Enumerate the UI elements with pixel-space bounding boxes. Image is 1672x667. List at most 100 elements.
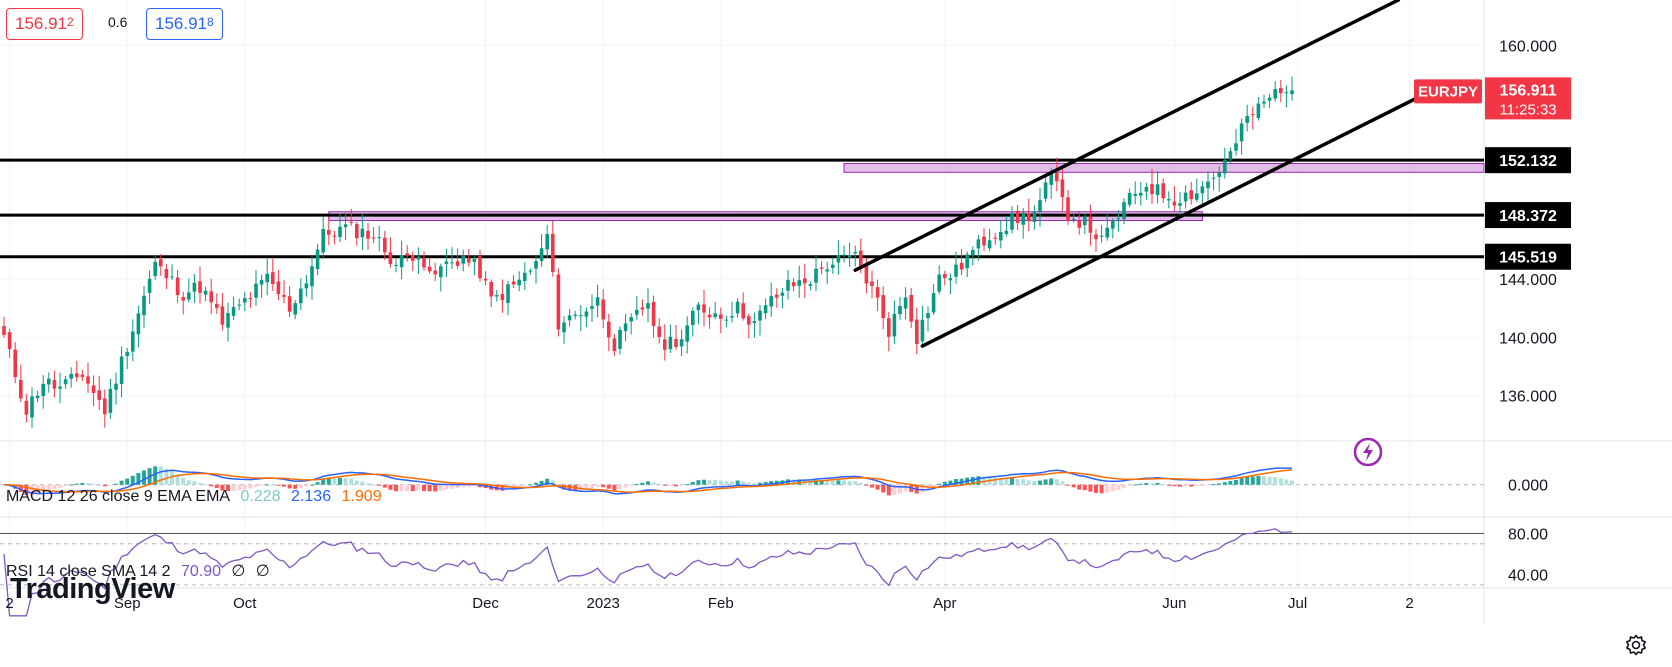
candle-body [198,281,202,293]
candle-body [405,253,409,256]
macd-histogram-bar [685,484,690,486]
macd-histogram-bar [242,484,247,490]
macd-histogram-bar [326,478,331,485]
candle-body [551,233,555,273]
macd-histogram-bar [1060,481,1065,485]
candle-body [58,386,62,389]
time-axis[interactable]: 2 Sep Oct Dec 2023 Feb Apr Jun Jul 2 [5,595,1413,612]
candle-body [1178,203,1182,206]
candle-body [892,313,897,337]
symbol-tag: EURJPY [1418,83,1478,100]
macd-histogram-bar [1206,484,1210,486]
lightning-icon[interactable] [1352,436,1384,468]
candle-body [780,292,785,296]
candle-body [959,262,964,270]
candle-body [623,323,628,332]
macd-histogram-bar [1200,484,1205,486]
candle-body [1189,190,1193,200]
macd-histogram-bar [1290,480,1294,485]
candle-body [131,331,135,352]
candle-body [377,237,381,239]
candle-body [1262,101,1266,104]
macd-histogram-bar [640,482,645,485]
candle-body [1245,115,1249,123]
candle-body [1094,234,1098,240]
gear-icon[interactable] [1624,633,1648,657]
macd-histogram-bar [1245,476,1250,485]
candle-body [450,262,454,264]
candle-body [567,315,572,321]
macd-histogram-bar [130,475,135,485]
time-tick-label: Jun [1162,595,1186,612]
macd-histogram-bar [898,484,902,494]
macd-histogram-bar [1278,478,1283,485]
macd-histogram-bar [707,479,712,485]
macd-histogram-bar [186,480,191,485]
price-axis[interactable]: 152.132 148.372 145.519 160.000 144.000 140.0… [1414,38,1571,585]
candle-body [175,277,180,296]
candle-body [114,383,118,390]
macd-histogram-bar [433,484,438,492]
macd-histogram-bar [870,484,874,488]
buy-price-button[interactable]: 156.918 [146,8,223,40]
macd-histogram-bar [231,484,236,491]
macd-histogram-bar [422,484,426,492]
sell-price-button[interactable]: 156.912 [6,8,83,40]
level-label: 148.372 [1499,208,1557,225]
candle-body [875,287,880,298]
candle-body [808,284,813,286]
macd-histogram-bar [730,481,734,485]
macd-histogram-bar [758,482,762,485]
candle-body [147,278,152,293]
macd-histogram-bar [1088,484,1093,492]
macd-histogram-bar [46,484,51,490]
time-tick-label: 2 [1405,595,1413,612]
candle-body [1088,216,1093,233]
candle-body [523,272,527,281]
candle-body [679,339,684,347]
candle-body [931,293,936,313]
candle-body [909,295,913,322]
candle-body [231,307,236,316]
macd-histogram-bar [405,484,410,491]
time-tick-label: Feb [708,595,734,612]
macd-signal-value: 1.909 [341,488,382,505]
time-tick-label: Apr [933,595,956,612]
macd-histogram-bar [539,480,544,485]
macd-histogram-bar [1256,476,1261,485]
candle-body [719,314,723,319]
macd-legend[interactable]: MACD 12 26 close 9 EMA EMA 0.228 2.136 1… [6,488,388,506]
level-label: 145.519 [1499,250,1557,267]
macd-histogram-bar [153,466,158,485]
candle-body [987,240,992,249]
candle-body [1083,216,1087,226]
macd-histogram-bar [399,484,404,492]
macd-histogram-bar [461,484,466,488]
candle-body [248,298,253,300]
candle-body [24,400,29,415]
macd-histogram-bar [500,484,505,491]
candle-body [30,396,34,418]
candle-body [52,380,57,389]
macd-histogram-bar [545,478,550,485]
macd-histogram-bar [1239,478,1244,485]
macd-histogram-bar [125,478,130,485]
rsi-legend[interactable]: RSI 14 close SMA 14 2 70.90 ∅ ∅ [6,561,276,581]
macd-line [3,467,1293,495]
macd-histogram-bar [192,481,197,485]
macd-histogram-bar [1026,480,1031,485]
trend-lines[interactable] [853,0,1440,348]
macd-histogram-bar [903,484,908,492]
candle-body [1015,210,1020,223]
candle-body [467,258,471,263]
candle-body [444,261,449,264]
candle-body [427,266,432,272]
candle-body [310,266,314,287]
candle-body [366,230,370,239]
macd-histogram-bar [601,484,606,488]
macd-histogram-bar [763,482,768,485]
candle-body [203,290,208,295]
macd-histogram-bar [1144,483,1149,485]
candle-body [763,305,768,314]
